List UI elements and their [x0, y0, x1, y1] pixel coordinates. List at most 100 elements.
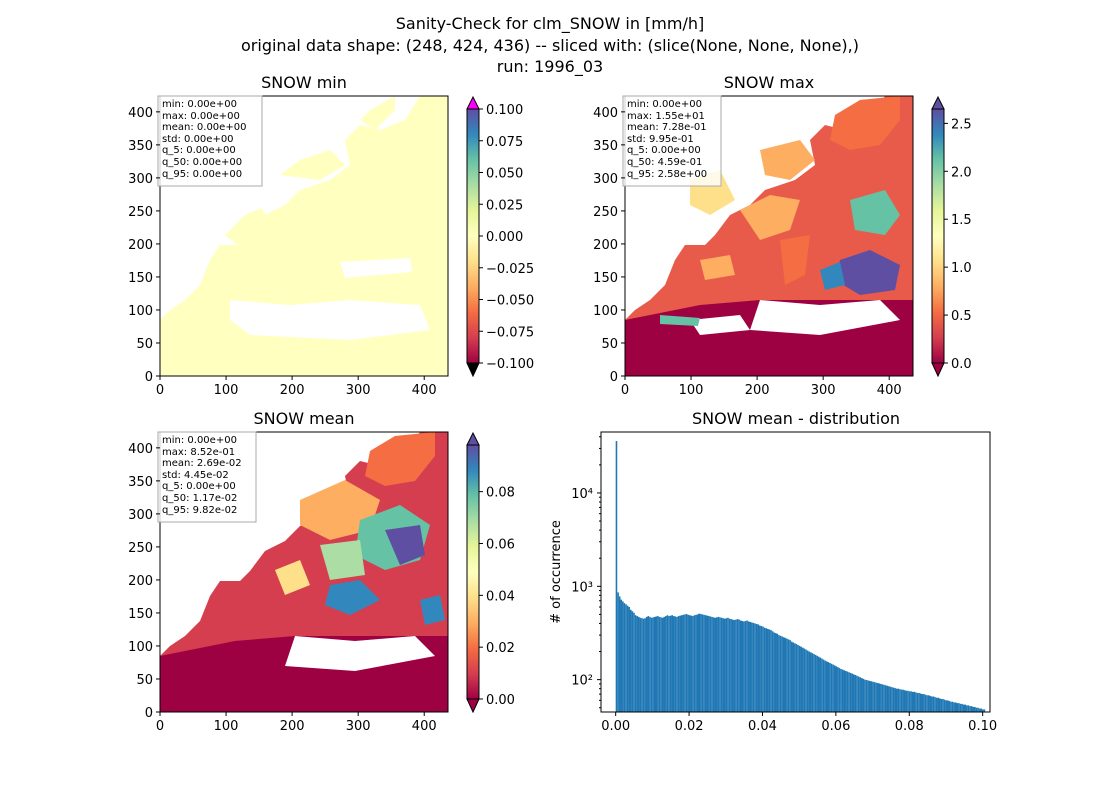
histogram-bar: [790, 641, 793, 712]
histogram-bar: [888, 686, 890, 712]
y-tick-label: 50: [136, 337, 153, 352]
panel-title: SNOW min: [261, 73, 347, 92]
histogram-bar: [889, 686, 892, 712]
histogram-bar: [903, 690, 906, 712]
histogram-bar: [618, 596, 621, 712]
histogram-bar: [628, 607, 631, 712]
histogram-bar: [860, 678, 863, 712]
histogram-bar: [872, 681, 874, 712]
histogram-bar: [857, 676, 860, 712]
histogram-bar: [763, 627, 766, 712]
histogram-bar: [620, 599, 623, 712]
histogram-bar: [676, 616, 678, 712]
histogram-bar: [825, 661, 828, 712]
x-tick-label: 300: [346, 383, 371, 398]
colorbar-tick-label: 0.075: [486, 135, 523, 150]
histogram-bar: [658, 616, 661, 712]
histogram-bar: [743, 621, 745, 712]
histogram-bar: [725, 618, 728, 712]
histogram-bar: [617, 592, 619, 712]
histogram-bar: [830, 663, 833, 712]
histogram-bar: [806, 650, 809, 712]
histogram-bar: [774, 633, 777, 712]
stats-line: min: 0.00e+00: [162, 99, 237, 110]
colorbar-tick-label: 0.100: [486, 103, 523, 118]
y-tick-label: 50: [136, 673, 153, 688]
histogram-bar: [900, 689, 903, 712]
colorbar-ticks: 0.100 0.075 0.050 0.025 0.000 −0.025 −0.050 −0.…: [479, 103, 534, 372]
histogram-bar: [649, 616, 651, 712]
histogram-bar: [704, 615, 707, 712]
histogram-bar: [751, 622, 753, 712]
histogram-bar: [752, 622, 755, 712]
histogram-bar: [695, 614, 697, 712]
histogram-bar: [760, 626, 763, 712]
histogram-bar: [696, 614, 699, 712]
histogram-bar: [845, 670, 847, 712]
y-tick-label: 300: [128, 508, 153, 523]
histogram-bar: [795, 644, 798, 712]
histogram-bar: [875, 682, 877, 712]
histogram-bar: [687, 614, 689, 712]
histogram-bar: [642, 618, 645, 712]
histogram-bar: [712, 617, 715, 712]
histogram-bar: [668, 616, 670, 712]
stats-box: min: 0.00e+00 max: 0.00e+00 mean: 0.00e+…: [157, 95, 263, 187]
colorbar-tick-label: 0.02: [486, 641, 515, 656]
histogram-bar: [946, 700, 949, 712]
histogram-bar: [811, 653, 814, 712]
histogram-bar: [827, 662, 830, 712]
histogram-bar: [722, 618, 724, 712]
histogram-bar: [634, 615, 637, 712]
histogram-bar: [637, 616, 640, 712]
histogram-bar: [768, 629, 771, 712]
histogram-bar: [962, 704, 965, 712]
stats-line: max: 0.00e+00: [162, 111, 240, 122]
histogram-bar: [870, 681, 873, 712]
histogram-bar: [766, 628, 769, 712]
histogram-bar: [840, 668, 842, 712]
histogram-bar: [701, 614, 704, 712]
x-tick-label: 0: [156, 719, 164, 734]
histogram-bar: [975, 707, 978, 712]
histogram-bar: [655, 616, 658, 712]
histogram-bar: [671, 615, 674, 712]
stats-line: q_50: 1.17e-02: [162, 493, 237, 504]
histogram-bar: [880, 683, 882, 712]
histogram-bar: [907, 690, 909, 712]
histogram-bar: [706, 615, 709, 712]
colorbar-tick-label: 0.5: [951, 309, 972, 324]
histogram-bar: [916, 692, 919, 712]
histogram-bar: [665, 616, 667, 712]
histogram-bar: [669, 615, 672, 712]
histogram-bar: [650, 617, 653, 712]
histogram-bar: [626, 605, 629, 712]
panel-title: SNOW mean - distribution: [692, 409, 900, 428]
histogram-bar: [966, 705, 968, 712]
histogram-bar: [822, 659, 825, 712]
histogram-bar: [690, 615, 693, 712]
colorbar-tick-label: 0.00: [486, 693, 515, 708]
panel-title: SNOW max: [724, 73, 814, 92]
x-tick-label: 200: [745, 383, 770, 398]
histogram-bar: [759, 625, 761, 712]
x-tick-label: 100: [214, 383, 239, 398]
colorbar-tick-label: 0.04: [486, 589, 515, 604]
histogram-bar: [835, 666, 838, 712]
colorbar-tick-label: 0.08: [486, 486, 515, 501]
y-tick-label: 350: [128, 139, 153, 154]
histogram-bar: [802, 647, 804, 712]
histogram-bar: [938, 698, 941, 712]
histogram-bar: [680, 615, 683, 712]
histogram-bar: [908, 691, 911, 712]
histogram-bar: [859, 677, 861, 712]
histogram-bar: [813, 654, 815, 712]
histogram-bar: [657, 616, 659, 712]
stats-line: q_50: 4.59e-01: [627, 157, 702, 168]
stats-line: q_5: 0.00e+00: [162, 145, 236, 156]
histogram-bar: [927, 695, 930, 712]
y-tick-label: 10⁴: [571, 487, 593, 502]
x-tick-label: 400: [412, 383, 437, 398]
histogram-bar: [886, 685, 889, 712]
